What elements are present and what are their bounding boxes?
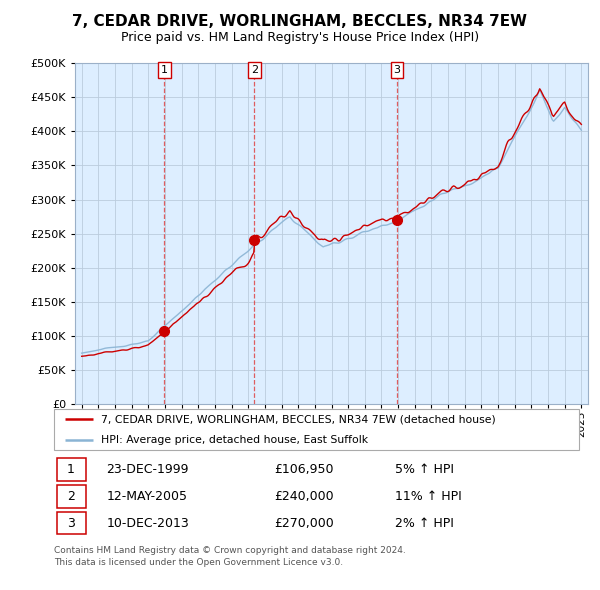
Text: 1: 1 <box>161 65 168 75</box>
Text: £270,000: £270,000 <box>275 517 334 530</box>
Text: 2: 2 <box>251 65 258 75</box>
Text: 12-MAY-2005: 12-MAY-2005 <box>107 490 187 503</box>
Text: 11% ↑ HPI: 11% ↑ HPI <box>395 490 462 503</box>
Text: 5% ↑ HPI: 5% ↑ HPI <box>395 463 454 476</box>
Text: This data is licensed under the Open Government Licence v3.0.: This data is licensed under the Open Gov… <box>54 558 343 566</box>
Text: Price paid vs. HM Land Registry's House Price Index (HPI): Price paid vs. HM Land Registry's House … <box>121 31 479 44</box>
Bar <box>56 485 86 507</box>
Text: 3: 3 <box>394 65 401 75</box>
Text: 7, CEDAR DRIVE, WORLINGHAM, BECCLES, NR34 7EW (detached house): 7, CEDAR DRIVE, WORLINGHAM, BECCLES, NR3… <box>101 415 496 424</box>
Text: 10-DEC-2013: 10-DEC-2013 <box>107 517 189 530</box>
Text: 7, CEDAR DRIVE, WORLINGHAM, BECCLES, NR34 7EW: 7, CEDAR DRIVE, WORLINGHAM, BECCLES, NR3… <box>73 14 527 28</box>
Text: Contains HM Land Registry data © Crown copyright and database right 2024.: Contains HM Land Registry data © Crown c… <box>54 546 406 555</box>
Text: 2: 2 <box>67 490 75 503</box>
Text: HPI: Average price, detached house, East Suffolk: HPI: Average price, detached house, East… <box>101 435 368 444</box>
Text: 23-DEC-1999: 23-DEC-1999 <box>107 463 189 476</box>
Text: 3: 3 <box>67 517 75 530</box>
Bar <box>56 458 86 481</box>
Text: £240,000: £240,000 <box>275 490 334 503</box>
Text: £106,950: £106,950 <box>275 463 334 476</box>
Bar <box>56 512 86 535</box>
Text: 2% ↑ HPI: 2% ↑ HPI <box>395 517 454 530</box>
Text: 1: 1 <box>67 463 75 476</box>
